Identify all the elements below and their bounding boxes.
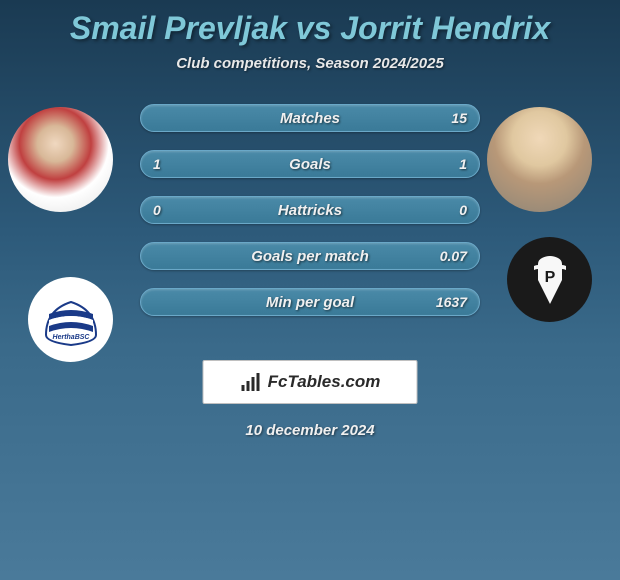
stat-p2-value: 0: [459, 202, 467, 218]
subtitle: Club competitions, Season 2024/2025: [0, 55, 620, 72]
svg-text:HerthaBSC: HerthaBSC: [52, 334, 90, 341]
player2-avatar: [487, 107, 592, 212]
footer-date: 10 december 2024: [0, 422, 620, 439]
brand-badge: FcTables.com: [203, 360, 418, 404]
stat-label: Matches: [280, 110, 340, 127]
stat-row: 0 Hattricks 0: [140, 196, 480, 224]
svg-text:P: P: [544, 269, 555, 286]
stat-row: Goals per match 0.07: [140, 242, 480, 270]
page-title: Smail Prevljak vs Jorrit Hendrix: [0, 0, 620, 47]
comparison-panel: HerthaBSC P Matches 15 1 Goals 1 0 Hattr…: [0, 102, 620, 462]
player2-club-badge: P: [507, 237, 592, 322]
stat-p2-value: 0.07: [440, 248, 467, 264]
chart-icon: [240, 371, 262, 393]
stats-list: Matches 15 1 Goals 1 0 Hattricks 0 Goals…: [140, 104, 480, 334]
stat-p2-value: 1: [459, 156, 467, 172]
stat-label: Goals per match: [251, 248, 369, 265]
brand-text: FcTables.com: [268, 372, 381, 392]
stat-row: Matches 15: [140, 104, 480, 132]
player1-club-badge: HerthaBSC: [28, 277, 113, 362]
stat-label: Hattricks: [278, 202, 342, 219]
stat-p2-value: 15: [451, 110, 467, 126]
stat-row: 1 Goals 1: [140, 150, 480, 178]
player1-avatar: [8, 107, 113, 212]
stat-p2-value: 1637: [436, 294, 467, 310]
stat-p1-value: 0: [153, 202, 161, 218]
stat-p1-value: 1: [153, 156, 161, 172]
stat-label: Min per goal: [266, 294, 354, 311]
stat-row: Min per goal 1637: [140, 288, 480, 316]
stat-label: Goals: [289, 156, 331, 173]
